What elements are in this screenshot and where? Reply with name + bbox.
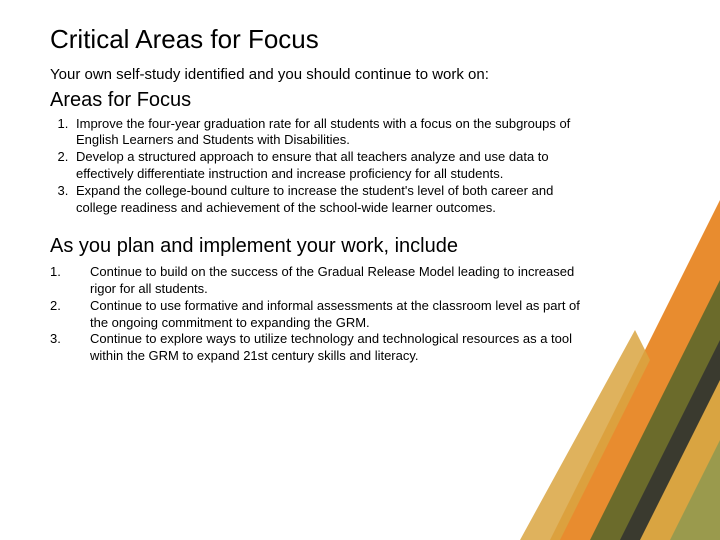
plan-heading: As you plan and implement your work, inc… <box>50 235 590 258</box>
focus-list: Improve the four-year graduation rate fo… <box>50 116 590 217</box>
list-item: Improve the four-year graduation rate fo… <box>72 116 590 150</box>
page-title: Critical Areas for Focus <box>50 24 590 55</box>
list-item: 2. Continue to use formative and informa… <box>50 298 590 332</box>
subtitle-text: Your own self-study identified and you s… <box>50 65 590 85</box>
list-item: Develop a structured approach to ensure … <box>72 149 590 183</box>
list-text: Continue to use formative and informal a… <box>90 298 590 332</box>
areas-for-focus-heading: Areas for Focus <box>50 89 590 112</box>
list-item: 3. Continue to explore ways to utilize t… <box>50 331 590 365</box>
list-number: 1. <box>50 264 90 298</box>
list-text: Continue to explore ways to utilize tech… <box>90 331 590 365</box>
list-item: 1. Continue to build on the success of t… <box>50 264 590 298</box>
list-number: 2. <box>50 298 90 332</box>
list-number: 3. <box>50 331 90 365</box>
list-item: Expand the college-bound culture to incr… <box>72 183 590 217</box>
plan-list: 1. Continue to build on the success of t… <box>50 264 590 365</box>
list-text: Continue to build on the success of the … <box>90 264 590 298</box>
